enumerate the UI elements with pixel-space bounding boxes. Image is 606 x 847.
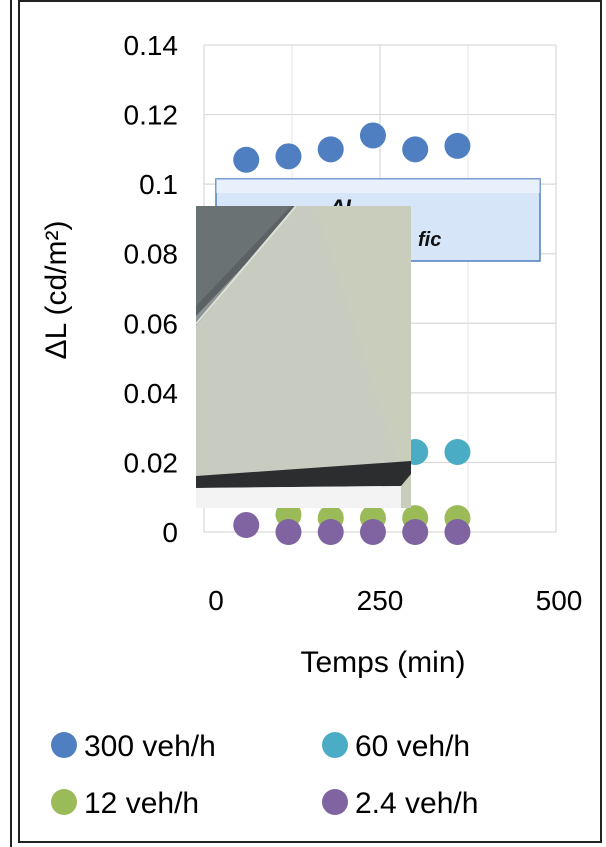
y-tick-label: 0 [162,517,178,548]
data-point [402,519,429,545]
data-point [359,519,386,545]
y-tick-label: 0.06 [124,308,179,339]
legend-marker [322,732,348,758]
data-point [233,512,260,539]
x-tick-label: 500 [536,585,583,616]
y-axis-label: ΔL (cd/m²) [40,221,73,360]
data-point [402,136,429,163]
legend-label: 12 veh/h [84,787,199,820]
data-point [444,438,471,465]
y-tick-label: 0.08 [124,239,179,270]
legend-label: 300 veh/h [84,730,216,763]
y-tick-label: 0.1 [139,169,178,200]
pavement-sample-photo [196,206,411,508]
data-point [317,519,344,545]
data-point [275,143,302,170]
y-tick-label: 0.02 [124,447,179,478]
legend-marker [51,732,77,758]
data-point [233,146,260,173]
legend-label: 2.4 veh/h [355,787,478,820]
data-point [444,519,471,545]
legend-label: 60 veh/h [355,730,470,763]
legend-marker [51,789,77,815]
data-point [359,122,386,149]
left-panel-edge [0,0,12,847]
data-point [275,519,302,545]
data-point [444,132,471,159]
annotation-text-b: fic [418,229,441,251]
y-tick-label: 0.14 [124,30,179,61]
x-tick-label: 250 [357,585,404,616]
legend-marker [322,789,348,815]
x-axis-label: Temps (min) [300,646,465,679]
data-point [317,136,344,163]
y-tick-label: 0.04 [124,378,179,409]
x-tick-label: 0 [208,585,224,616]
y-tick-label: 0.12 [124,100,179,131]
